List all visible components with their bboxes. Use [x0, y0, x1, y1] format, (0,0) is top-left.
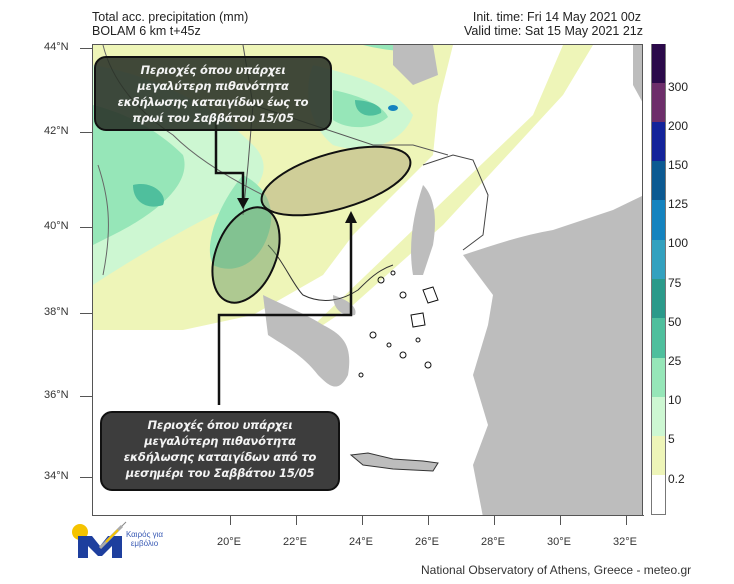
logo-caption-line: εμβόλιο — [130, 539, 159, 548]
callout-line: εκδήλωσης καταιγίδων από το — [123, 450, 317, 464]
lon-tick-label: 24°E — [349, 536, 373, 548]
colorbar-segment — [651, 122, 666, 161]
tick-mark — [80, 396, 92, 397]
colorbar-segment — [651, 44, 666, 83]
tick-mark — [428, 515, 429, 525]
tick-mark — [494, 515, 495, 525]
vaccine-m-logo-icon — [72, 521, 127, 558]
tick-mark — [626, 515, 627, 525]
colorbar-segment — [651, 436, 666, 475]
colorbar-segment — [651, 475, 666, 515]
lon-tick-label: 32°E — [613, 536, 637, 548]
tick-mark — [296, 515, 297, 525]
tick-mark — [362, 515, 363, 525]
meteo-logo: Καιρός για εμβόλιο — [70, 520, 180, 560]
colorbar-segment — [651, 200, 666, 240]
valid-time: Valid time: Sat 15 May 2021 21z — [463, 24, 643, 38]
callout-line: εκδήλωσης καταιγίδων έως το — [117, 95, 309, 109]
callout-line: μεσημέρι του Σαββάτου 15/05 — [125, 466, 315, 480]
callout-line: Περιοχές όπου υπάρχει — [140, 63, 286, 77]
lon-tick-label: 20°E — [217, 536, 241, 548]
lat-tick-label: 36°N — [44, 389, 69, 401]
colorbar-label: 300 — [668, 80, 689, 94]
colorbar-segment — [651, 318, 666, 358]
colorbar-segment — [651, 240, 666, 279]
colorbar-label: 200 — [668, 119, 689, 133]
tick-mark — [230, 515, 231, 525]
colorbar-label: 75 — [668, 276, 682, 290]
callout-line: μεγαλύτερη πιθανότητα — [144, 434, 296, 448]
tick-mark — [80, 48, 92, 49]
logo-caption: Καιρός για εμβόλιο — [122, 530, 167, 548]
lat-tick-label: 34°N — [44, 470, 69, 482]
lat-tick-label: 40°N — [44, 220, 69, 232]
tick-mark — [80, 132, 92, 133]
storm-area-north — [260, 145, 412, 217]
credit-footer: National Observatory of Athens, Greece -… — [421, 563, 692, 577]
storm-area-west — [211, 206, 281, 304]
lon-tick-label: 26°E — [415, 536, 439, 548]
title-line-1: Total acc. precipitation (mm) — [92, 10, 249, 24]
colorbar-label: 5 — [668, 432, 675, 446]
lon-tick-label: 28°E — [481, 536, 505, 548]
tick-mark — [80, 477, 92, 478]
init-time: Init. time: Fri 14 May 2021 00z — [472, 10, 641, 24]
lat-tick-label: 44°N — [44, 41, 69, 53]
colorbar-segment — [651, 358, 666, 397]
callout-morning-storms: Περιοχές όπου υπάρχει μεγαλύτερη πιθανότ… — [94, 56, 332, 131]
colorbar-segment — [651, 83, 666, 122]
time-info: Init. time: Fri 14 May 2021 00z Valid ti… — [464, 10, 643, 38]
colorbar-label: 150 — [668, 158, 689, 172]
colorbar-label: 100 — [668, 236, 689, 250]
colorbar-label: 25 — [668, 354, 682, 368]
tick-mark — [560, 515, 561, 525]
callout-line: μεγαλύτερη πιθανότητα — [137, 79, 289, 93]
tick-mark — [80, 313, 92, 314]
lon-tick-label: 30°E — [547, 536, 571, 548]
logo-caption-line: Καιρός για — [125, 530, 164, 539]
callout-line: Περιοχές όπου υπάρχει — [147, 418, 293, 432]
callout-line: πρωί του Σαββάτου 15/05 — [132, 111, 294, 125]
axis-line — [178, 515, 644, 516]
colorbar-segment — [651, 279, 666, 318]
lat-tick-label: 42°N — [44, 125, 69, 137]
tick-mark — [80, 227, 92, 228]
colorbar-label: 10 — [668, 393, 682, 407]
colorbar-segment — [651, 161, 666, 200]
colorbar-label: 125 — [668, 197, 689, 211]
title-line-2: BOLAM 6 km t+45z — [92, 24, 201, 38]
colorbar-label: 0.2 — [668, 472, 685, 486]
colorbar-label: 50 — [668, 315, 682, 329]
callout-noon-storms: Περιοχές όπου υπάρχει μεγαλύτερη πιθανότ… — [100, 411, 340, 491]
colorbar-segment — [651, 397, 666, 436]
chart-title: Total acc. precipitation (mm) BOLAM 6 km… — [92, 10, 248, 38]
lat-tick-label: 38°N — [44, 306, 69, 318]
lon-tick-label: 22°E — [283, 536, 307, 548]
